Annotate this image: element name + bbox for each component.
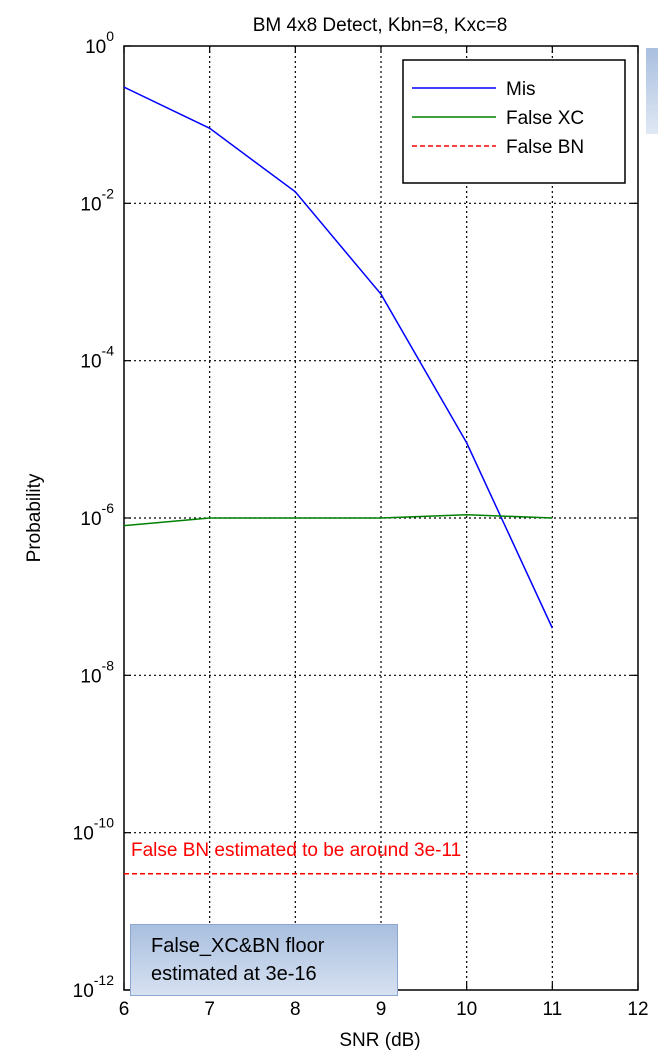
- floor-note-box: False_XC&BN floor estimated at 3e-16: [130, 924, 398, 996]
- legend-label: False BN: [506, 137, 584, 158]
- legend: Mis False XC False BN: [402, 59, 626, 184]
- floor-note-line-2: estimated at 3e-16: [151, 963, 317, 985]
- x-tick-label: 6: [119, 999, 130, 1020]
- legend-box: [402, 59, 626, 184]
- axis-ticks: 6 7 8 9 10 11 12 100 10-2 10-4 10-6 10-8 10-10 10-12: [73, 28, 649, 1020]
- series-line-mis: [123, 86, 553, 629]
- x-tick-label: 12: [627, 999, 648, 1020]
- y-tick-label: 10-12: [73, 972, 115, 1002]
- x-axis-label: SNR (dB): [339, 1030, 420, 1051]
- y-tick-label: 100: [85, 28, 114, 58]
- y-axis-label: Probability: [24, 473, 45, 562]
- y-tick-label: 10-8: [80, 657, 114, 687]
- y-tick-label: 10-4: [80, 343, 114, 373]
- y-tick-label: 10-2: [80, 185, 114, 215]
- x-tick-label: 11: [542, 999, 562, 1020]
- y-tick-label: 10-10: [73, 815, 115, 845]
- x-tick-label: 8: [290, 999, 301, 1020]
- legend-label: Mis: [506, 79, 536, 100]
- floor-note-line-1: False_XC&BN floor: [151, 935, 325, 957]
- x-tick-label: 7: [204, 999, 215, 1020]
- y-tick-label: 10-6: [80, 500, 114, 530]
- x-tick-label: 10: [456, 999, 477, 1020]
- false-bn-annotation: False BN estimated to be around 3e-11: [131, 840, 461, 861]
- chart-title: BM 4x8 Detect, Kbn=8, Kxc=8: [253, 15, 508, 36]
- corner-decoration: [646, 48, 658, 134]
- series-layer: [123, 86, 638, 875]
- series-line-false-xc: [123, 513, 553, 527]
- x-tick-label: 9: [376, 999, 387, 1020]
- legend-label: False XC: [506, 108, 584, 129]
